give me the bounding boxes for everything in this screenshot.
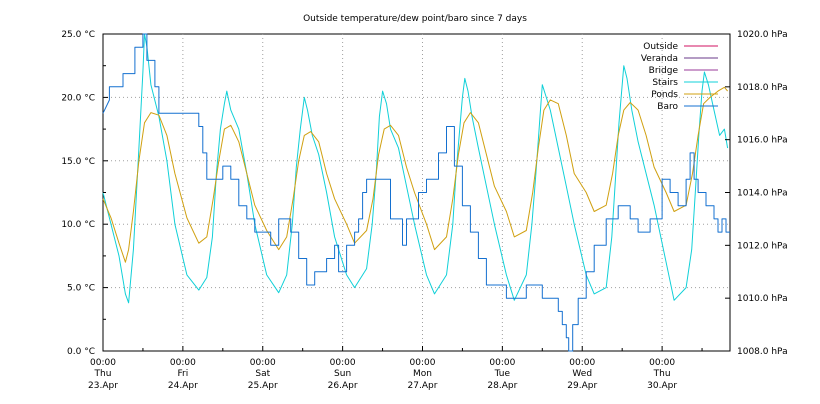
x-tick-day: Tue — [494, 369, 511, 379]
x-tick-time: 00:00 — [170, 358, 196, 368]
x-tick-date: 25.Apr — [248, 381, 278, 391]
x-tick-time: 00:00 — [90, 358, 116, 368]
x-tick-date: 26.Apr — [328, 381, 358, 391]
y-left-tick-label: 15.0 °C — [61, 157, 95, 167]
x-tick-time: 00:00 — [569, 358, 595, 368]
x-tick-time: 00:00 — [250, 358, 276, 368]
y-right-tick-label: 1020.0 hPa — [737, 30, 788, 40]
legend-label-stairs: Stairs — [652, 78, 678, 88]
x-tick-day: Sun — [334, 369, 351, 379]
x-tick-date: 29.Apr — [567, 381, 597, 391]
chart-title: Outside temperature/dew point/baro since… — [303, 14, 527, 24]
grid — [103, 34, 730, 351]
y-left-tick-label: 5.0 °C — [67, 284, 95, 294]
x-tick-day: Thu — [94, 369, 112, 379]
x-tick-day: Sat — [255, 369, 270, 379]
axes: 00:00Thu23.Apr00:00Fri24.Apr00:00Sat25.A… — [61, 30, 787, 391]
legend: Outside Veranda Bridge Stairs Ponds Baro — [641, 42, 718, 112]
y-right-tick-label: 1012.0 hPa — [737, 241, 788, 251]
y-left-tick-label: 20.0 °C — [61, 93, 95, 103]
x-tick-time: 00:00 — [330, 358, 356, 368]
x-tick-day: Mon — [413, 369, 432, 379]
series-layer — [102, 33, 730, 352]
x-tick-time: 00:00 — [489, 358, 515, 368]
x-tick-date: 24.Apr — [168, 381, 198, 391]
x-tick-day: Thu — [653, 369, 671, 379]
y-right-tick-label: 1010.0 hPa — [737, 294, 788, 304]
y-left-tick-label: 10.0 °C — [61, 220, 95, 230]
x-tick-date: 28.Apr — [487, 381, 517, 391]
y-right-tick-label: 1014.0 hPa — [737, 189, 788, 199]
x-tick-day: Fri — [178, 369, 189, 379]
x-tick-day: Wed — [572, 369, 592, 379]
y-right-tick-label: 1016.0 hPa — [737, 136, 788, 146]
x-tick-date: 30.Apr — [647, 381, 677, 391]
x-tick-time: 00:00 — [410, 358, 436, 368]
y-left-tick-label: 0.0 °C — [67, 347, 95, 357]
x-tick-time: 00:00 — [649, 358, 675, 368]
y-left-tick-label: 25.0 °C — [61, 30, 95, 40]
legend-label-bridge: Bridge — [649, 66, 679, 76]
series-line-ponds — [102, 86, 728, 263]
legend-label-ponds: Ponds — [651, 90, 678, 100]
plot-area — [102, 33, 731, 352]
x-tick-date: 23.Apr — [88, 381, 118, 391]
legend-label-veranda: Veranda — [641, 54, 678, 64]
legend-label-outside: Outside — [643, 42, 678, 52]
y-right-tick-label: 1018.0 hPa — [737, 83, 788, 93]
series-line-baro — [102, 33, 730, 352]
legend-label-baro: Baro — [657, 102, 678, 112]
x-tick-date: 27.Apr — [408, 381, 438, 391]
y-right-tick-label: 1008.0 hPa — [737, 347, 788, 357]
series-line-stairs — [102, 33, 729, 304]
